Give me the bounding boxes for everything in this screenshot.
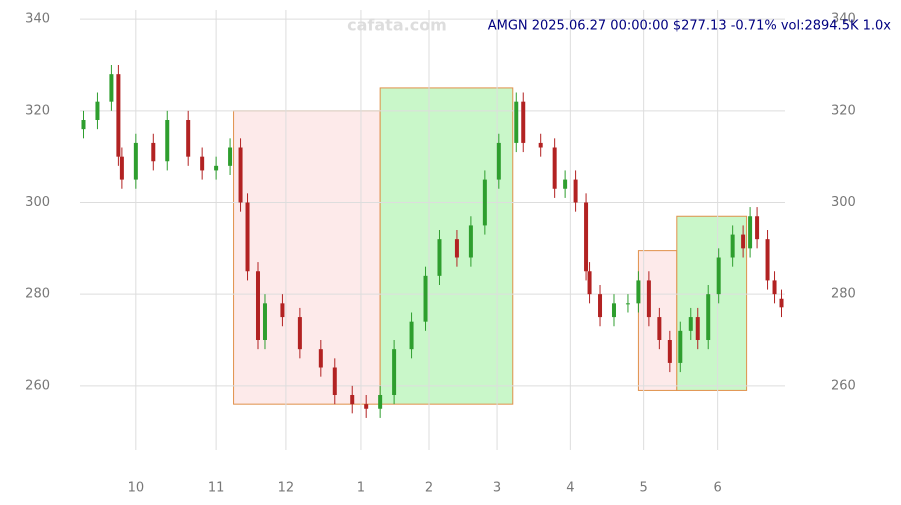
candle-body [741, 234, 746, 249]
candle-body [765, 239, 770, 281]
candle-body [706, 294, 711, 340]
candle-body [186, 120, 191, 157]
candle-body [378, 395, 383, 409]
y-tick-label: 260 [25, 378, 50, 393]
candle-body [496, 142, 501, 180]
candle-body [573, 179, 578, 203]
candle-body [598, 294, 603, 318]
candle-body [350, 395, 355, 405]
candle-body [779, 298, 784, 308]
candle-body [238, 147, 243, 203]
candle-body [625, 303, 630, 305]
x-tick-label: 12 [278, 481, 295, 496]
candle-body [538, 142, 543, 148]
candle-body [667, 340, 672, 363]
candle-body [678, 330, 683, 363]
y-tick-label: 280 [25, 287, 50, 302]
candle-body [521, 101, 526, 143]
candle-body [563, 179, 568, 189]
candle-body [748, 216, 753, 249]
candle-body [552, 147, 557, 189]
candle-body [133, 142, 138, 180]
candle-body [119, 156, 124, 180]
x-tick-label: 6 [714, 481, 722, 496]
x-tick-label: 5 [640, 481, 648, 496]
zone [233, 110, 381, 405]
candle-body [200, 156, 205, 171]
candle-body [109, 74, 114, 102]
candle-body [392, 349, 397, 395]
x-tick-label: 2 [425, 481, 433, 496]
candle-body [364, 404, 369, 409]
candle-body [514, 101, 519, 143]
candle-body [297, 317, 302, 350]
x-tick-label: 10 [128, 481, 145, 496]
candle-body [245, 202, 250, 272]
candle-body [280, 303, 285, 318]
y-tick-label: 260 [831, 378, 856, 393]
x-tick-label: 3 [493, 481, 501, 496]
chart-title: AMGN 2025.06.27 00:00:00 $277.13 -0.71% … [488, 19, 892, 34]
candle-body [695, 317, 700, 340]
candle-body [716, 257, 721, 295]
candle-body [468, 225, 473, 258]
y-tick-label: 340 [831, 12, 856, 27]
y-tick-label: 280 [831, 287, 856, 302]
y-tick-label: 320 [831, 103, 856, 118]
candle-body [688, 317, 693, 331]
candle-body [81, 120, 86, 130]
x-tick-label: 11 [208, 481, 225, 496]
candle-body [423, 275, 428, 322]
y-tick-label: 300 [831, 195, 856, 210]
x-tick-label: 4 [566, 481, 574, 496]
candle-body [755, 216, 760, 240]
candle-body [611, 303, 616, 318]
candle-body [214, 165, 219, 171]
candle-body [151, 142, 156, 162]
candle-body [636, 280, 641, 304]
candle-body [116, 74, 121, 157]
candle-body [454, 239, 459, 258]
candle-body [228, 147, 233, 166]
candle-body [437, 239, 442, 276]
candle-body [165, 120, 170, 162]
candle-body [255, 271, 260, 340]
y-tick-label: 300 [25, 195, 50, 210]
candle-body [318, 349, 323, 368]
zone [379, 87, 514, 405]
candle-body [772, 280, 777, 295]
candle-body [587, 271, 592, 295]
candle-body [332, 367, 337, 395]
candle-body [409, 321, 414, 350]
y-tick-label: 340 [25, 12, 50, 27]
candle-body [482, 179, 487, 226]
candle-body [646, 280, 651, 318]
candle-body [730, 234, 735, 258]
zone [676, 215, 748, 391]
y-tick-label: 320 [25, 103, 50, 118]
watermark: cafata.com [347, 16, 447, 35]
candle-body [657, 317, 662, 340]
x-tick-label: 1 [357, 481, 365, 496]
candle-body [262, 303, 267, 340]
candle-body [584, 202, 589, 272]
candle-body [95, 101, 100, 120]
